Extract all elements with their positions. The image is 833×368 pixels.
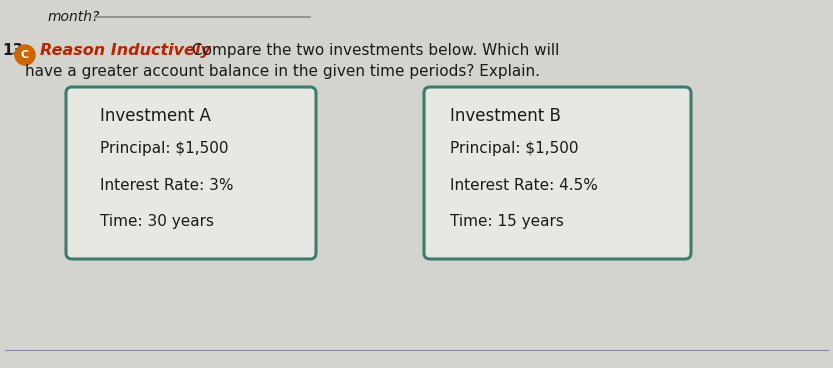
Text: Time: 15 years: Time: 15 years [450,214,564,229]
Circle shape [15,45,35,65]
Text: Investment A: Investment A [100,107,211,125]
Text: Compare the two investments below. Which will: Compare the two investments below. Which… [192,43,560,58]
Text: Interest Rate: 3%: Interest Rate: 3% [100,178,233,193]
Text: Principal: $1,500: Principal: $1,500 [100,141,228,156]
Text: C: C [21,50,29,60]
Text: month?: month? [48,10,100,24]
FancyBboxPatch shape [424,87,691,259]
Text: Interest Rate: 4.5%: Interest Rate: 4.5% [450,178,598,193]
Text: Principal: $1,500: Principal: $1,500 [450,141,578,156]
FancyBboxPatch shape [66,87,316,259]
Text: Investment B: Investment B [450,107,561,125]
Text: Time: 30 years: Time: 30 years [100,214,214,229]
Text: Reason Inductively: Reason Inductively [40,43,211,58]
Text: 13.: 13. [2,43,29,58]
Text: have a greater account balance in the given time periods? Explain.: have a greater account balance in the gi… [25,64,540,79]
